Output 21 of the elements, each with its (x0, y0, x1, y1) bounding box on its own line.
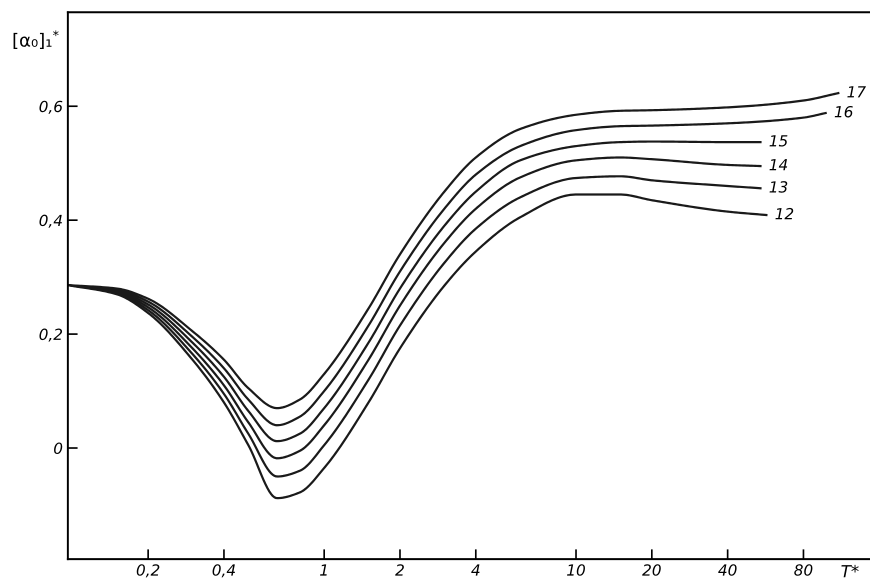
series-label: 12 (775, 208, 794, 220)
series-label: 15 (770, 135, 788, 147)
x-tick-label: 4 (471, 564, 480, 576)
series-label: 16 (834, 106, 853, 118)
x-tick-label: 0,4 (212, 564, 236, 578)
x-tick-label: 1 (320, 564, 327, 576)
series-label: 13 (770, 181, 788, 193)
y-tick-label: 0,6 (39, 100, 62, 114)
x-axis-title: T* (841, 564, 859, 578)
series-label: 14 (770, 159, 788, 170)
x-tick-label: 2 (395, 564, 404, 576)
x-tick-label: 10 (567, 564, 585, 576)
x-tick-label: 20 (642, 564, 661, 576)
y-tick-label: 0 (54, 442, 62, 454)
x-tick-label: 0,2 (136, 564, 160, 578)
x-tick-label: 40 (718, 564, 737, 576)
x-tick-label: 80 (794, 564, 812, 576)
y-axis-title: [α₀]₁$^{*}$ (14, 30, 59, 50)
y-tick-label: 0,2 (39, 328, 62, 342)
y-tick-label: 0,4 (39, 214, 62, 228)
series-label: 17 (847, 86, 866, 98)
